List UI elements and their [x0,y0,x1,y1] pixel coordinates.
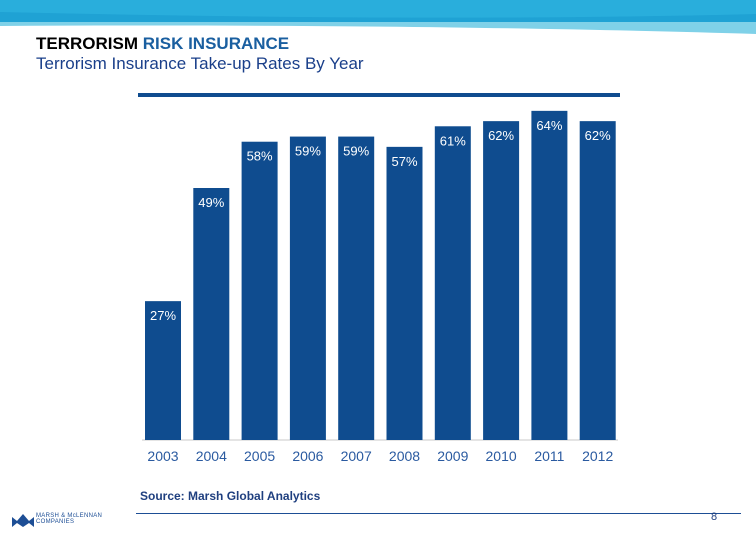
data-label-2011: 64% [536,118,562,133]
x-tick-2007: 2007 [341,448,372,464]
bar-2008 [386,146,423,440]
x-tick-2003: 2003 [147,448,178,464]
data-label-2006: 59% [295,144,321,159]
bar-2011 [531,110,568,440]
x-tick-2004: 2004 [196,448,227,464]
logo-line-1: MARSH & McLENNAN [36,513,103,519]
data-label-2010: 62% [488,128,514,143]
logo-text: MARSH & McLENNAN COMPANIES [36,513,102,525]
bar-2009 [434,126,471,441]
logo-line-2: COMPANIES [36,519,75,525]
chart-top-rule [138,93,620,97]
header-band [0,0,756,34]
logo-mark-icon [12,514,34,527]
page-number: 8 [711,511,718,523]
data-label-2003: 27% [150,308,176,323]
bar-2003 [145,301,181,440]
bar-2010 [483,121,520,441]
data-label-2008: 57% [391,154,417,169]
source-note: Source: Marsh Global Analytics [140,489,321,503]
title-part-1: TERRORISM [36,34,138,53]
data-label-2004: 49% [198,195,224,210]
bar-2007 [338,136,375,441]
bar-2012 [579,121,616,441]
slide-title: TERRORISM RISK INSURANCE [36,34,364,54]
x-tick-2008: 2008 [389,448,420,464]
x-tick-2009: 2009 [437,448,468,464]
x-tick-2012: 2012 [582,448,613,464]
x-tick-2011: 2011 [534,448,564,464]
data-label-2012: 62% [585,128,611,143]
x-tick-2006: 2006 [292,448,323,464]
data-label-2009: 61% [440,133,466,148]
slide-subtitle: Terrorism Insurance Take-up Rates By Yea… [36,54,364,73]
data-label-2007: 59% [343,144,369,159]
bar-2005 [241,141,278,440]
title-part-2: RISK INSURANCE [142,34,290,53]
bar-2006 [289,136,326,441]
bar-2004 [193,188,230,440]
title-block: TERRORISM RISK INSURANCE Terrorism Insur… [36,34,364,74]
footer-rule [136,513,741,514]
data-label-2005: 58% [247,149,273,164]
x-tick-2005: 2005 [244,448,275,464]
x-tick-2010: 2010 [486,448,517,464]
